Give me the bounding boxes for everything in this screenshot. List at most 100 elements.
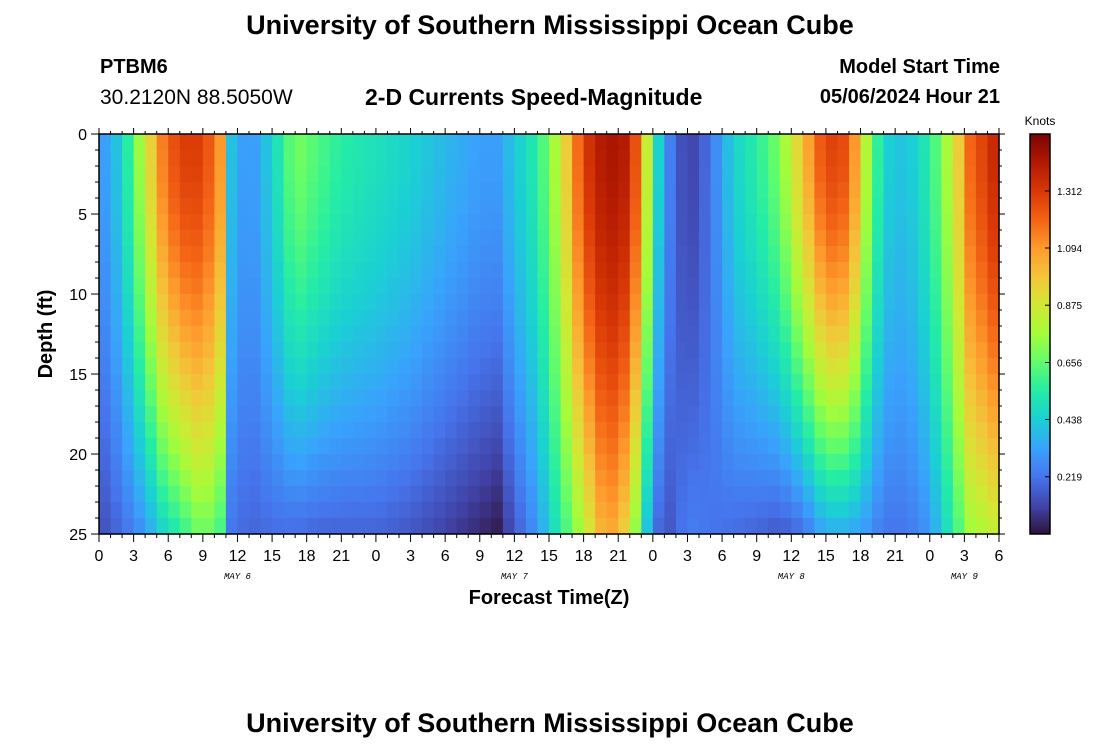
heatmap-cell [122,374,135,391]
heatmap-cell [895,262,908,279]
heatmap-cell [491,246,504,263]
heatmap-cell [595,486,608,503]
heatmap-cell [122,486,135,503]
heatmap-cell [987,278,1000,295]
heatmap-cell [849,278,862,295]
heatmap-cell [318,310,331,327]
heatmap-cell [191,150,204,167]
heatmap-cell [445,422,458,439]
heatmap-cell [606,438,619,455]
heatmap-cell [156,374,169,391]
heatmap-cell [629,486,642,503]
heatmap-cell [918,406,931,423]
heatmap-cell [929,246,942,263]
heatmap-cell [699,374,712,391]
heatmap-cell [422,390,435,407]
heatmap-cell [352,358,365,375]
heatmap-cell [768,262,781,279]
heatmap-cell [110,134,123,151]
heatmap-cell [318,358,331,375]
heatmap-cell [572,422,585,439]
heatmap-cell [225,150,239,167]
heatmap-cell [872,518,885,535]
heatmap-cell [560,246,573,263]
heatmap-cell [814,438,827,455]
heatmap-cell [168,278,181,295]
heatmap-cell [191,262,204,279]
heatmap-cell [122,150,135,167]
heatmap-cell [883,422,896,439]
heatmap-cell [525,470,539,487]
heatmap-cell [306,166,319,183]
heatmap-cell [122,214,135,231]
heatmap-cell [664,502,677,519]
heatmap-cell [502,374,515,391]
heatmap-cell [975,214,989,231]
heatmap-cell [145,486,158,503]
heatmap-cell [295,166,308,183]
heatmap-cell [883,390,896,407]
heatmap-cell [733,454,746,471]
heatmap-cell [814,294,827,311]
heatmap-cell [260,310,273,327]
heatmap-cell [895,214,908,231]
heatmap-cell [560,422,573,439]
heatmap-cell [595,502,608,519]
heatmap-cell [295,198,308,215]
heatmap-cell [595,182,608,199]
heatmap-cell [537,134,550,151]
heatmap-cell [733,326,746,343]
heatmap-cell [191,326,204,343]
heatmap-cell [456,406,469,423]
heatmap-cell [272,502,285,519]
heatmap-cell [929,294,942,311]
heatmap-cell [433,358,446,375]
heatmap-cell [964,326,977,343]
heatmap-cell [249,214,262,231]
heatmap-cell [537,294,550,311]
heatmap-cell [99,390,112,407]
heatmap-cell [549,358,562,375]
heatmap-cell [145,374,158,391]
heatmap-cell [364,198,377,215]
heatmap-cell [479,198,492,215]
colorbar-gradient [1029,133,1051,535]
heatmap-cell [964,358,977,375]
heatmap-cell [837,470,850,487]
heatmap-cell [122,342,135,359]
heatmap-cell [525,182,539,199]
heatmap-cell [341,470,354,487]
heatmap-cell [929,278,942,295]
heatmap-cell [202,342,215,359]
heatmap-cell [341,262,354,279]
heatmap-cell [929,438,942,455]
date-label: MAY 9 [951,572,979,582]
heatmap-cell [133,262,146,279]
heatmap-cell [491,438,504,455]
heatmap-cell [179,438,192,455]
heatmap-cell [399,214,412,231]
heatmap-cell [745,278,758,295]
heatmap-cell [675,470,689,487]
heatmap-cell [410,390,423,407]
heatmap-cell [214,262,227,279]
heatmap-cell [410,326,423,343]
heatmap-cell [410,198,423,215]
heatmap-cell [906,294,919,311]
heatmap-cell [318,214,331,231]
heatmap-cell [987,198,1000,215]
heatmap-cell [572,294,585,311]
heatmap-cell [975,150,989,167]
heatmap-cell [825,454,839,471]
heatmap-cell [710,422,723,439]
heatmap-cell [549,294,562,311]
heatmap-cell [710,246,723,263]
heatmap-cell [722,486,735,503]
heatmap-cell [941,246,954,263]
heatmap-cell [537,502,550,519]
heatmap-cell [699,406,712,423]
heatmap-cell [341,134,354,151]
heatmap-cell [272,486,285,503]
heatmap-cell [202,486,215,503]
heatmap-cell [514,326,527,343]
